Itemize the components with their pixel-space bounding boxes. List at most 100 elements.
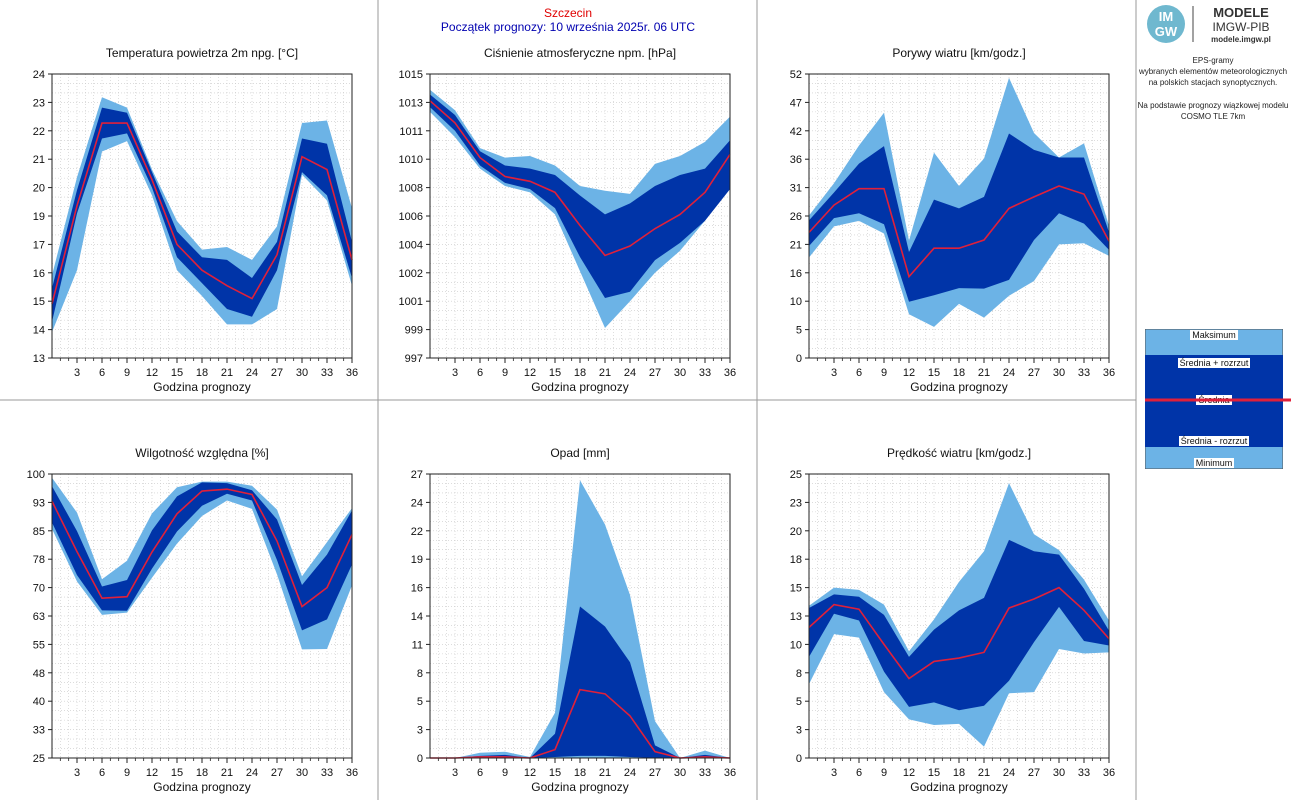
x-tick-label: 9: [502, 367, 508, 379]
y-tick-label: 26: [790, 211, 802, 223]
x-tick-label: 36: [1103, 767, 1115, 779]
x-tick-label: 33: [321, 767, 333, 779]
legend-mean-minus: Średnia - rozrzut: [1145, 436, 1283, 446]
x-tick-label: 24: [624, 767, 636, 779]
x-tick-label: 12: [524, 767, 536, 779]
y-tick-label: 21: [33, 154, 45, 166]
y-tick-label: 20: [33, 183, 45, 195]
y-tick-label: 55: [33, 639, 45, 651]
legend-mean-plus-text: Średnia + rozrzut: [1177, 358, 1251, 368]
series-line-mean: [808, 586, 1110, 680]
chart-title: Ciśnienie atmosferyczne npm. [hPa]: [484, 46, 676, 60]
x-tick-label: 6: [99, 367, 105, 379]
y-tick-label: 997: [405, 353, 423, 365]
y-tick-label: 70: [33, 583, 45, 595]
chart-body: Porywy wiatru [km/godz.]0510162126313642…: [790, 46, 1115, 394]
series-band-spread: [52, 107, 352, 322]
x-tick-label: 21: [221, 767, 233, 779]
y-tick-label: 19: [411, 554, 423, 566]
series-band-spread: [52, 482, 352, 631]
y-tick-label: 1006: [399, 211, 423, 223]
y-tick-label: 10: [790, 639, 802, 651]
legend-min-text: Minimum: [1193, 458, 1235, 468]
y-tick-label: 8: [417, 668, 423, 680]
x-tick-label: 21: [599, 767, 611, 779]
imgw-logo: IM GW MODELE IMGW-PIB modele.imgw.pl: [1145, 2, 1285, 46]
y-tick-label: 13: [790, 611, 802, 623]
x-tick-label: 12: [903, 767, 915, 779]
y-tick-label: 42: [790, 126, 802, 138]
y-tick-label: 1010: [399, 154, 423, 166]
y-tick-label: 3: [417, 725, 423, 737]
series-line-mean: [808, 185, 1110, 279]
series-line-mean: [429, 100, 731, 257]
x-tick-label: 3: [452, 367, 458, 379]
x-tick-label: 12: [903, 367, 915, 379]
x-tick-label: 36: [1103, 367, 1115, 379]
x-tick-label: 9: [881, 367, 887, 379]
legend-mean-text: Średnia: [1196, 395, 1232, 405]
x-tick-label: 6: [856, 367, 862, 379]
y-tick-label: 16: [790, 268, 802, 280]
x-tick-label: 15: [928, 367, 940, 379]
y-tick-label: 15: [790, 583, 802, 595]
x-tick-label: 12: [146, 767, 158, 779]
y-tick-label: 25: [790, 469, 802, 481]
x-tick-label: 12: [146, 367, 158, 379]
logo-mark-text-2: GW: [1155, 24, 1178, 39]
side-note-line5: COSMO TLE 7km: [1180, 112, 1246, 121]
y-tick-label: 1015: [399, 69, 423, 81]
series-band-spread: [430, 94, 730, 299]
x-tick-label: 27: [271, 367, 283, 379]
y-tick-label: 23: [790, 497, 802, 509]
x-tick-label: 30: [1053, 367, 1065, 379]
y-tick-label: 20: [790, 526, 802, 538]
legend-mean-minus-text: Średnia - rozrzut: [1178, 436, 1250, 446]
x-tick-label: 15: [171, 767, 183, 779]
y-tick-label: 3: [796, 725, 802, 737]
series-band-spread: [809, 133, 1109, 302]
x-tick-label: 12: [524, 367, 536, 379]
x-tick-label: 18: [953, 767, 965, 779]
x-tick-label: 24: [246, 367, 258, 379]
x-tick-label: 27: [271, 767, 283, 779]
x-tick-label: 36: [724, 367, 736, 379]
chart-title: Prędkość wiatru [km/godz.]: [887, 446, 1031, 460]
x-tick-label: 33: [699, 367, 711, 379]
x-tick-label: 21: [221, 367, 233, 379]
x-axis-label: Godzina prognozy: [531, 780, 628, 794]
x-tick-label: 24: [246, 767, 258, 779]
x-tick-label: 33: [321, 367, 333, 379]
y-tick-label: 27: [411, 469, 423, 481]
x-tick-label: 15: [928, 767, 940, 779]
y-tick-label: 1004: [399, 239, 423, 251]
x-tick-label: 30: [296, 367, 308, 379]
chart-title: Wilgotność względna [%]: [135, 446, 268, 460]
side-note-line1: EPS-gramy: [1192, 56, 1234, 65]
x-axis-label: Godzina prognozy: [153, 380, 250, 394]
y-tick-label: 0: [417, 753, 423, 765]
y-tick-label: 13: [33, 353, 45, 365]
y-tick-label: 100: [27, 469, 45, 481]
y-tick-label: 14: [33, 325, 45, 337]
y-tick-label: 18: [790, 554, 802, 566]
logo-mark-text: IM: [1159, 9, 1173, 24]
series-band-min-max: [809, 77, 1109, 327]
y-tick-label: 5: [796, 696, 802, 708]
logo-line2: IMGW-PIB: [1212, 20, 1269, 34]
x-tick-label: 36: [724, 767, 736, 779]
x-tick-label: 30: [296, 767, 308, 779]
x-tick-label: 9: [124, 767, 130, 779]
x-tick-label: 18: [574, 767, 586, 779]
y-tick-label: 19: [33, 211, 45, 223]
x-tick-label: 27: [1028, 367, 1040, 379]
y-tick-label: 16: [411, 583, 423, 595]
y-tick-label: 14: [411, 611, 423, 623]
y-tick-label: 1008: [399, 183, 423, 195]
x-tick-label: 30: [1053, 767, 1065, 779]
legend-max: Maksimum: [1145, 330, 1283, 340]
